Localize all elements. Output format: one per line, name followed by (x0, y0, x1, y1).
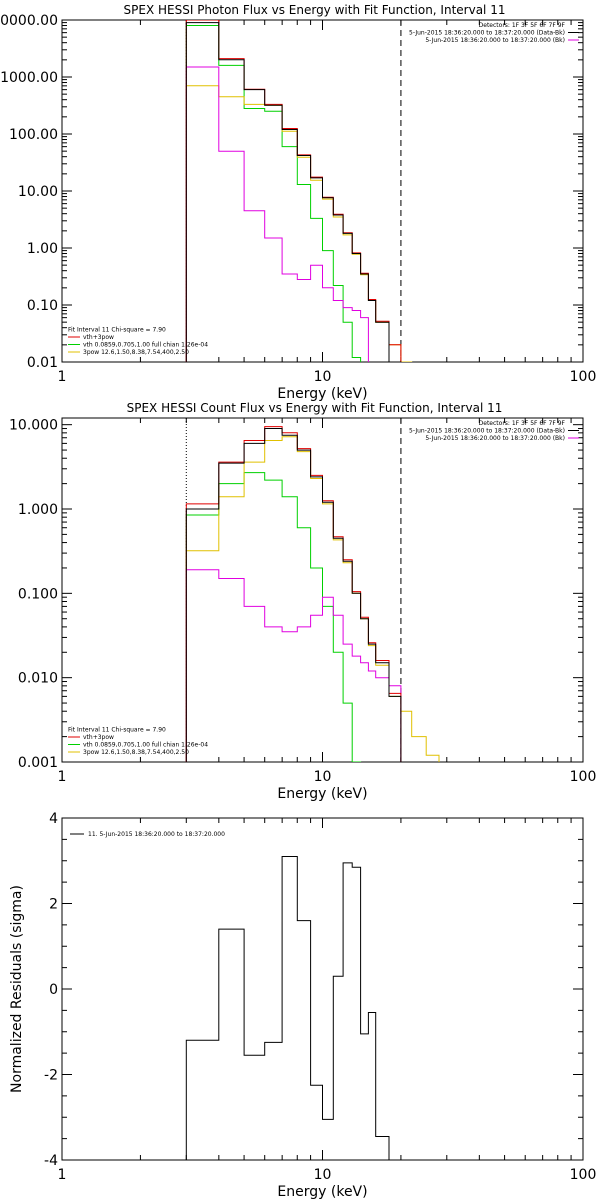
x-tick-label: 100 (570, 769, 597, 785)
legend-entry: 5-Jun-2015 18:36:20.000 to 18:37:20.000 … (425, 37, 565, 44)
series-data-bk (185, 22, 402, 362)
legend-entry: 3pow 12.6,1.50,8.38,7.54,400,2.50 (83, 749, 189, 756)
series-vth (185, 472, 362, 762)
y-tick-label: 2 (49, 897, 58, 913)
legend-entry: Fit Interval 11 Chi-square = 7.90 (68, 727, 166, 734)
x-tick-label: 1 (58, 769, 67, 785)
legend-entry: vth+3pow (83, 734, 114, 741)
y-tick-label: 100.00 (9, 127, 58, 143)
series-bk (185, 66, 369, 362)
legend-entry: 5-Jun-2015 18:36:20.000 to 18:37:20.000 … (409, 30, 565, 37)
x-tick-label: 1 (58, 1167, 67, 1183)
x-tick-label: 100 (570, 1167, 597, 1183)
legend-entry: 3pow 12.6,1.50,8.38,7.54,400,2.50 (83, 349, 189, 356)
y-tick-label: 1000.00 (0, 70, 58, 86)
chart-panel-1: SPEX HESSI Photon Flux vs Energy with Fi… (0, 3, 596, 402)
x-tick-label: 1 (58, 369, 67, 385)
y-tick-label: 0.100 (18, 586, 58, 602)
chart-title: SPEX HESSI Photon Flux vs Energy with Fi… (124, 3, 506, 17)
y-tick-label: 4 (49, 811, 58, 827)
series-bk (185, 569, 402, 762)
y-tick-label: 10.000 (9, 418, 58, 434)
legend-entry: 11. 5-Jun-2015 18:36:20.000 to 18:37:20.… (88, 831, 225, 838)
legend-entry: 5-Jun-2015 18:36:20.000 to 18:37:20.000 … (425, 435, 565, 442)
y-tick-label: 0.01 (27, 355, 58, 371)
series-11-5-jun-2015-18-36-20-000-to-18-37-20-000 (185, 856, 401, 1160)
x-axis-label: Energy (keV) (277, 386, 367, 402)
chart-panel-3: 1 10 100 Energy (keV) -4 -2 0 2 4 Normalized Resi… (9, 811, 596, 1200)
y-tick-label: 0000.00 (0, 13, 58, 29)
legend-entry: vth+3pow (83, 334, 114, 341)
series-vth (185, 25, 362, 362)
y-tick-label: 0.010 (18, 671, 58, 687)
x-tick-label: 10 (314, 769, 332, 785)
chart-title: SPEX HESSI Count Flux vs Energy with Fit… (127, 401, 503, 415)
x-tick-label: 10 (314, 1167, 332, 1183)
y-tick-label: 0 (49, 982, 58, 998)
legend-entry: Fit Interval 11 Chi-square = 7.90 (68, 327, 166, 334)
series-vth-3pow (185, 426, 402, 762)
y-tick-label: 1.000 (18, 502, 58, 518)
y-tick-label: 0.10 (27, 298, 58, 314)
legend-entry: Detectors: 1F 3F 5F 6F 7F 9F (479, 22, 566, 29)
legend-entry: vth 0.0859,0.705,1.00 full chian 1.26e-0… (83, 742, 208, 749)
chart-panel-2: SPEX HESSI Count Flux vs Energy with Fit… (9, 401, 596, 802)
legend-entry: 5-Jun-2015 18:36:20.000 to 18:37:20.000 … (409, 428, 565, 435)
y-axis-label: Normalized Residuals (sigma) (9, 885, 25, 1093)
y-tick-label: 0.001 (18, 755, 58, 771)
x-tick-label: 10 (314, 369, 332, 385)
x-axis-label: Energy (keV) (277, 786, 367, 802)
series-data-bk (185, 428, 402, 762)
y-tick-label: 1.00 (27, 241, 58, 257)
x-tick-label: 100 (570, 369, 597, 385)
y-tick-label: 10.00 (18, 184, 58, 200)
legend-entry: Detectors: 1F 3F 5F 6F 7F 9F (479, 420, 566, 427)
y-tick-label: -4 (44, 1153, 58, 1169)
x-axis-label: Energy (keV) (277, 1184, 367, 1200)
legend-entry: vth 0.0859,0.705,1.00 full chian 1.26e-0… (83, 342, 208, 349)
y-tick-label: -2 (44, 1068, 58, 1084)
